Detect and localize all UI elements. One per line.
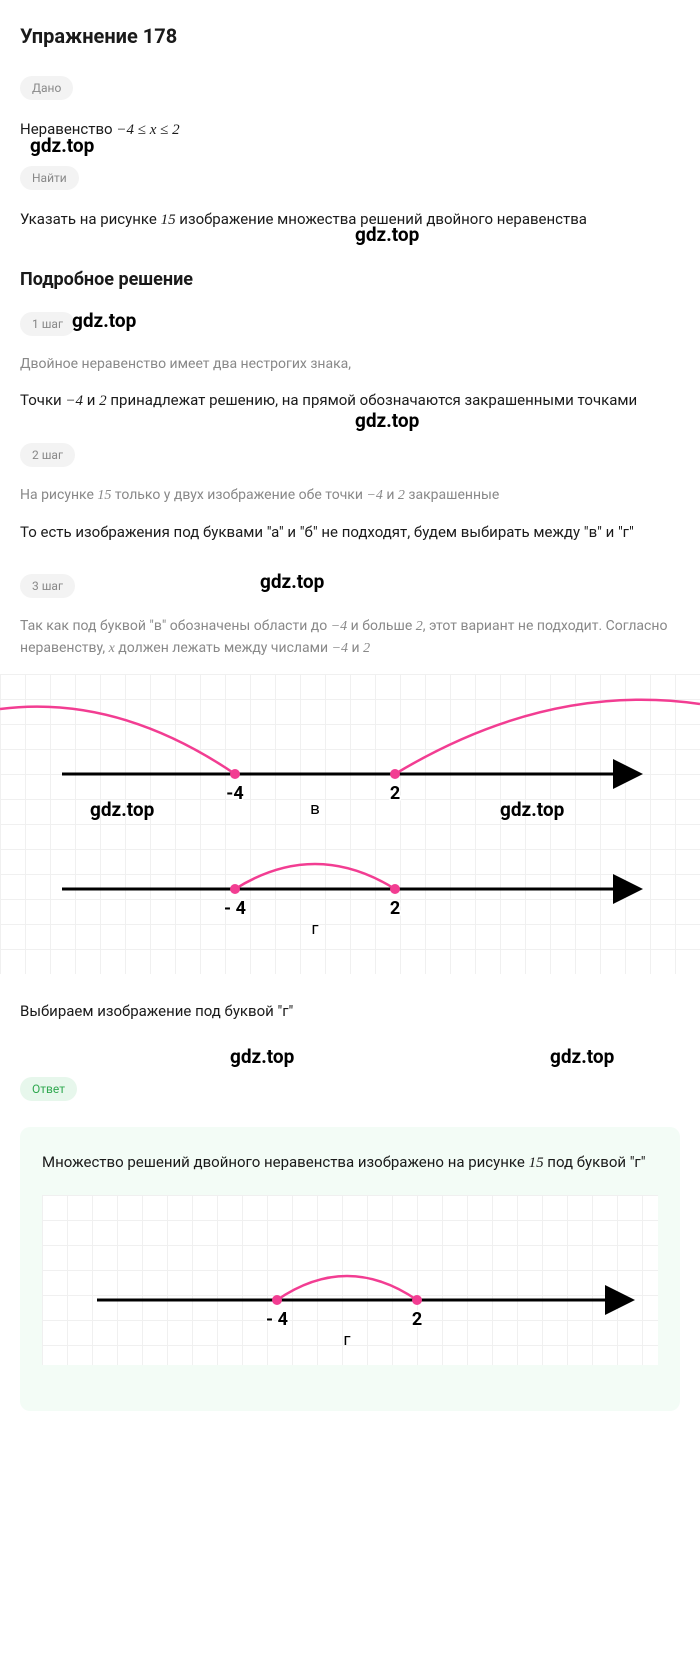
s2ga: На рисунке [20, 487, 97, 503]
pick-text: Выбираем изображение под буквой "г" [20, 1000, 680, 1023]
s2gm1: −4 [366, 488, 382, 503]
svg-text:в: в [310, 799, 320, 819]
s3gm3: −4 [332, 641, 348, 656]
exercise-title: Упражнение 178 [20, 24, 680, 48]
s3gm1: −4 [331, 619, 347, 634]
solution-heading: Подробное решение [20, 269, 680, 290]
ans-n: 15 [529, 1155, 544, 1171]
watermark: gdz.top [72, 309, 136, 332]
given-text: Неравенство −4 ≤ x ≤ 2 [20, 118, 680, 142]
number-line-svg-small: - 4 2 г [42, 1195, 658, 1365]
s1b: принадлежат решению, на прямой обозначаю… [107, 391, 638, 409]
badge-answer: Ответ [20, 1077, 77, 1101]
answer-box: Множество решений двойного неравенства и… [20, 1127, 680, 1411]
badge-given: Дано [20, 76, 73, 100]
svg-text:- 4: - 4 [266, 1309, 288, 1330]
step1-body: Точки −4 и 2 принадлежат решению, на пря… [20, 389, 680, 413]
watermark: gdz.top [550, 1045, 614, 1068]
step1-gray: Двойное неравенство имеет два нестрогих … [20, 354, 680, 376]
svg-text:г: г [343, 1330, 350, 1350]
s1mid: и [83, 391, 99, 409]
s2gn: 15 [97, 488, 111, 503]
svg-text:-4: -4 [226, 783, 243, 804]
diagram-answer: - 4 2 г [42, 1195, 658, 1365]
s2gmid: и [383, 487, 398, 503]
find-text: Указать на рисунке 15 изображение множес… [20, 208, 680, 232]
step-badge: 1 шаг [20, 312, 75, 336]
ans-b: под буквой "г" [544, 1153, 646, 1171]
ans-a: Множество решений двойного неравенства и… [42, 1153, 529, 1171]
step2-body: То есть изображения под буквами "а" и "б… [20, 521, 680, 544]
number-line-svg: -4 2 в - 4 2 г [0, 674, 700, 974]
given-text-a: Неравенство [20, 120, 116, 138]
watermark: gdz.top [260, 570, 324, 593]
s1m1: −4 [65, 393, 83, 409]
svg-text:2: 2 [412, 1309, 422, 1330]
s3gb: и больше [347, 618, 416, 634]
find-text-b: изображение множества решений двойного н… [176, 210, 587, 228]
s2gc: закрашенные [405, 487, 499, 503]
find-num: 15 [161, 212, 176, 228]
step3-gray: Так как под буквой "в" обозначены област… [20, 616, 680, 659]
s3gm2: 2 [416, 619, 423, 634]
s3gd: должен лежать между числами [115, 640, 332, 656]
step-badge: 3 шаг [20, 574, 75, 598]
s3gm4: 2 [363, 641, 370, 656]
svg-text:г: г [311, 919, 318, 939]
diagram-main: -42в- 42г gdz.top gdz.top [0, 674, 700, 974]
s2gm2: 2 [398, 488, 405, 503]
s2gb: только у двух изображение обе точки [111, 487, 366, 503]
step-badge: 2 шаг [20, 443, 75, 467]
watermark: gdz.top [230, 1045, 294, 1068]
s1a: Точки [20, 391, 65, 409]
s3ga: Так как под буквой "в" обозначены област… [20, 618, 331, 634]
svg-text:2: 2 [390, 783, 400, 804]
step2-gray: На рисунке 15 только у двух изображение … [20, 485, 680, 507]
answer-text: Множество решений двойного неравенства и… [42, 1151, 658, 1175]
s1m2: 2 [99, 393, 107, 409]
svg-text:- 4: - 4 [224, 898, 246, 919]
svg-text:2: 2 [390, 898, 400, 919]
find-text-a: Указать на рисунке [20, 210, 161, 228]
given-math: −4 ≤ x ≤ 2 [116, 122, 179, 138]
badge-find: Найти [20, 166, 79, 190]
s3gmid: и [348, 640, 363, 656]
